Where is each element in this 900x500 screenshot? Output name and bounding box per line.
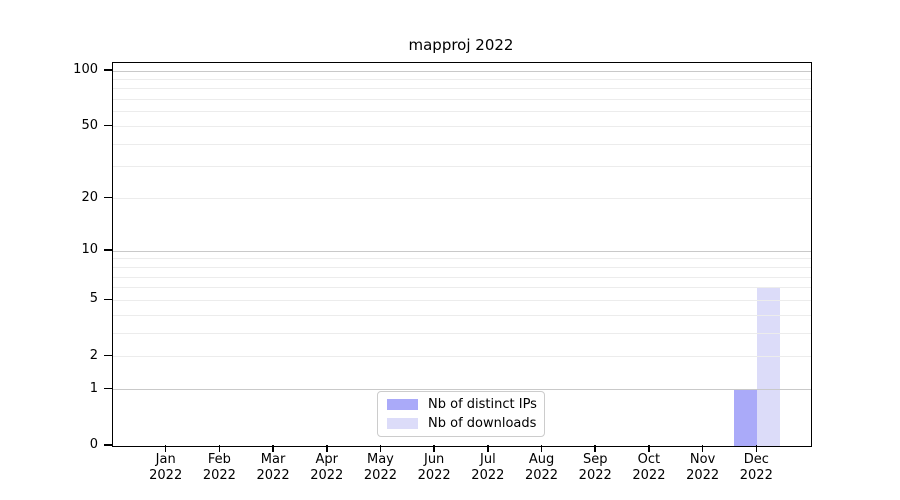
x-tick-label: Mar 2022	[256, 452, 290, 483]
plot-area	[112, 62, 812, 447]
gridline-major	[113, 70, 811, 72]
gridline-minor	[113, 276, 811, 278]
gridline-major	[113, 250, 811, 252]
x-tick-mark	[701, 445, 704, 452]
gridline-minor	[113, 287, 811, 289]
y-tick-label: 0	[89, 437, 98, 452]
x-tick-mark	[272, 445, 274, 452]
y-tick-label: 2	[89, 347, 98, 363]
y-tick-mark	[104, 124, 112, 127]
x-tick-mark	[594, 445, 596, 452]
x-tick-mark	[648, 445, 650, 452]
chart-title: mapproj 2022	[408, 36, 514, 54]
legend-item-distinct-ips: Nb of distinct IPs	[387, 396, 537, 413]
gridline-minor	[113, 111, 811, 113]
x-tick-mark	[755, 445, 758, 452]
gridline-minor	[113, 314, 811, 316]
gridline-minor	[113, 332, 811, 334]
x-tick-mark	[540, 445, 543, 452]
y-tick-label: 5	[89, 291, 98, 307]
y-tick-label: 10	[81, 242, 98, 258]
gridline-major	[113, 389, 811, 391]
x-tick-mark	[164, 445, 167, 452]
y-tick-mark	[104, 387, 112, 390]
gridline-minor	[113, 258, 811, 260]
x-tick-label: Sep 2022	[578, 452, 612, 483]
gridline-minor	[113, 198, 811, 200]
legend-swatch-downloads	[387, 418, 418, 429]
gridline-minor	[113, 266, 811, 268]
x-tick-label: May 2022	[363, 452, 397, 483]
y-tick-mark	[104, 249, 112, 251]
y-tick-label: 20	[81, 189, 98, 205]
x-tick-mark	[218, 445, 221, 452]
x-tick-label: Aug 2022	[524, 452, 559, 483]
gridline-minor	[113, 143, 811, 145]
gridline-minor	[113, 126, 811, 128]
x-tick-mark	[433, 445, 435, 452]
gridline-minor	[113, 99, 811, 101]
y-tick-mark	[104, 354, 112, 357]
gridline-minor	[113, 356, 811, 358]
x-tick-label: Oct 2022	[632, 452, 666, 483]
legend-label-distinct-ips: Nb of distinct IPs	[428, 396, 537, 412]
x-tick-label: Apr 2022	[310, 452, 344, 483]
legend: Nb of distinct IPs Nb of downloads	[377, 391, 545, 437]
legend-swatch-distinct-ips	[387, 399, 418, 410]
x-tick-label: Jan 2022	[149, 452, 183, 483]
x-tick-mark	[487, 445, 489, 452]
y-tick-mark	[104, 444, 112, 446]
x-tick-label: Nov 2022	[686, 452, 720, 483]
y-tick-mark	[104, 69, 112, 71]
y-tick-mark	[104, 298, 112, 301]
x-tick-label: Dec 2022	[739, 452, 773, 483]
gridline-minor	[113, 88, 811, 90]
legend-label-downloads: Nb of downloads	[428, 415, 537, 431]
gridline-minor	[113, 78, 811, 80]
gridline-minor	[113, 166, 811, 168]
legend-item-downloads: Nb of downloads	[387, 415, 537, 432]
y-tick-label: 1	[89, 380, 98, 396]
x-tick-mark	[326, 445, 328, 452]
y-tick-label: 100	[73, 62, 98, 77]
gridline-minor	[113, 299, 811, 301]
x-tick-mark	[379, 445, 382, 452]
y-tick-mark	[104, 196, 112, 199]
y-tick-label: 50	[81, 117, 98, 133]
bar-distinct-ips	[734, 389, 758, 446]
x-tick-label: Jun 2022	[417, 452, 451, 483]
bar-downloads	[757, 287, 781, 446]
x-tick-label: Feb 2022	[202, 452, 236, 483]
x-tick-label: Jul 2022	[471, 452, 505, 483]
